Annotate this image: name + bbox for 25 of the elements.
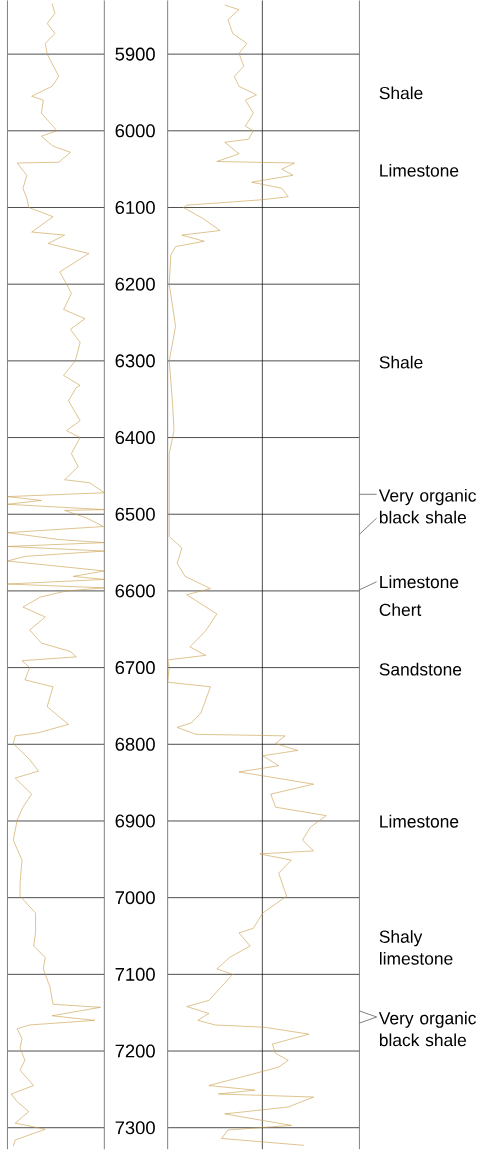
y-tick-label: 5900 [115,47,155,61]
y-tick-label: 6800 [115,737,155,751]
y-tick-label: 6500 [115,507,155,521]
text: Very organic black shale [378,1011,476,1047]
y-tick-label: 6900 [115,814,155,828]
y-tick-label: 6200 [115,277,155,291]
text: Chert [379,603,422,616]
y-tick-label: 7200 [115,1044,155,1058]
y-tick-label: 6700 [115,661,155,675]
y-tick-label: 7000 [115,891,155,905]
y-tick-label: 6400 [115,431,155,445]
y-tick-label: 7100 [115,967,155,981]
text: Very organic black shale [378,488,476,524]
y-tick-label: 6000 [115,124,155,138]
y-tick-label: 7300 [115,1121,155,1135]
text: Shale [379,86,423,100]
y-tick-label: 6300 [115,354,155,368]
y-tick-label: 6100 [115,200,155,215]
text: Limestone [380,814,459,828]
text: Limestone [380,575,459,589]
text: Limestone [380,163,459,177]
text: Shale [379,355,423,369]
y-tick-label: 6600 [115,584,155,598]
text: Sandstone [379,662,462,676]
text: Shaly limestone [379,930,453,965]
